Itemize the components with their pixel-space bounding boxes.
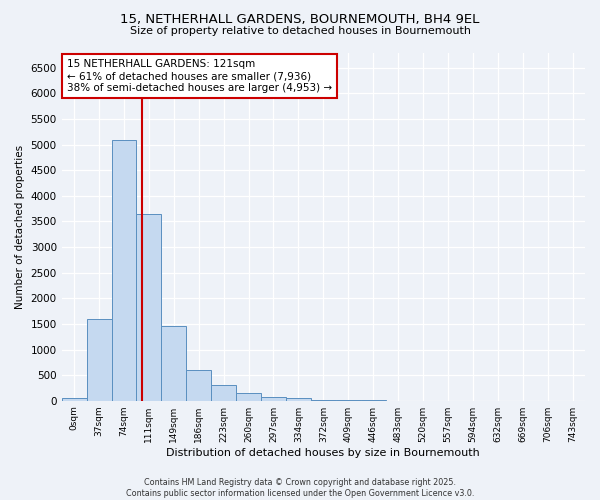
Bar	[261, 396, 286, 400]
Bar	[186, 370, 211, 400]
Text: Contains HM Land Registry data © Crown copyright and database right 2025.
Contai: Contains HM Land Registry data © Crown c…	[126, 478, 474, 498]
Bar	[211, 386, 236, 400]
Y-axis label: Number of detached properties: Number of detached properties	[15, 144, 25, 308]
Text: Size of property relative to detached houses in Bournemouth: Size of property relative to detached ho…	[130, 26, 470, 36]
Bar	[236, 393, 261, 400]
Bar	[136, 214, 161, 400]
Bar	[86, 319, 112, 400]
Text: 15 NETHERHALL GARDENS: 121sqm
← 61% of detached houses are smaller (7,936)
38% o: 15 NETHERHALL GARDENS: 121sqm ← 61% of d…	[67, 60, 332, 92]
Bar	[112, 140, 136, 400]
Bar	[286, 398, 311, 400]
Bar	[62, 398, 86, 400]
Bar	[161, 326, 186, 400]
X-axis label: Distribution of detached houses by size in Bournemouth: Distribution of detached houses by size …	[166, 448, 480, 458]
Text: 15, NETHERHALL GARDENS, BOURNEMOUTH, BH4 9EL: 15, NETHERHALL GARDENS, BOURNEMOUTH, BH4…	[121, 12, 479, 26]
